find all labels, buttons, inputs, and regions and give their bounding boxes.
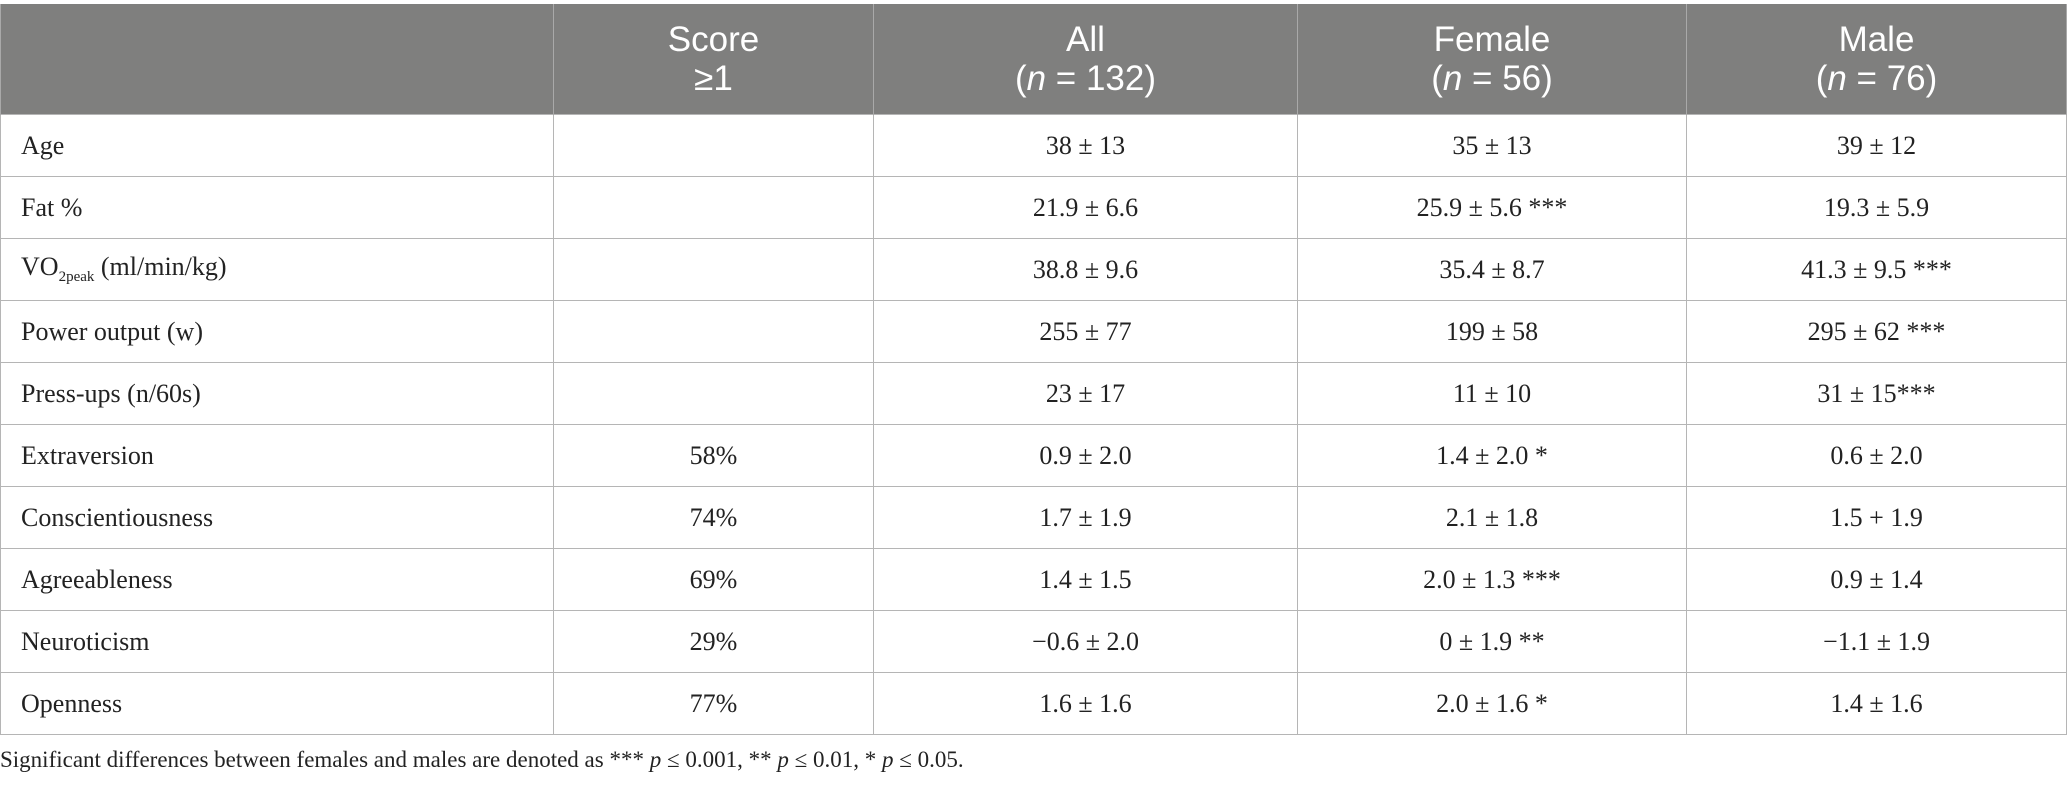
cell-score: 58%	[553, 424, 874, 487]
header-label	[0, 4, 554, 115]
cell-male: 0.9 ± 1.4	[1686, 548, 2067, 611]
row-label: Fat %	[0, 176, 554, 239]
header-male-n: (n = 76)	[1815, 59, 1938, 98]
header-female-n: (n = 56)	[1431, 59, 1553, 98]
header-female-line1: Female	[1433, 20, 1551, 59]
cell-female: 35 ± 13	[1297, 114, 1687, 177]
cell-score	[553, 176, 874, 239]
cell-score	[553, 300, 874, 363]
cell-score	[553, 362, 874, 425]
header-all-line1: All	[1066, 20, 1105, 59]
table-row: Press-ups (n/60s) 23 ± 17 11 ± 10 31 ± 1…	[0, 362, 2067, 425]
table-footnote: Significant differences between females …	[0, 747, 964, 772]
cell-male: 0.6 ± 2.0	[1686, 424, 2067, 487]
results-table: Score ≥1 All (n = 132) Female (n = 56) M…	[0, 4, 2067, 735]
cell-score: 74%	[553, 486, 874, 549]
row-label: Extraversion	[0, 424, 554, 487]
table-row: Fat % 21.9 ± 6.6 25.9 ± 5.6 *** 19.3 ± 5…	[0, 176, 2067, 239]
cell-female: 2.1 ± 1.8	[1297, 486, 1687, 549]
cell-female: 25.9 ± 5.6 ***	[1297, 176, 1687, 239]
header-score-line2: ≥1	[694, 59, 733, 98]
cell-score: 69%	[553, 548, 874, 611]
header-row: Score ≥1 All (n = 132) Female (n = 56) M…	[0, 4, 2067, 115]
row-label: Conscientiousness	[0, 486, 554, 549]
cell-male: 19.3 ± 5.9	[1686, 176, 2067, 239]
cell-male: 31 ± 15***	[1686, 362, 2067, 425]
cell-all: 38 ± 13	[873, 114, 1298, 177]
cell-male: 1.5 + 1.9	[1686, 486, 2067, 549]
cell-male: 295 ± 62 ***	[1686, 300, 2067, 363]
header-female: Female (n = 56)	[1297, 4, 1687, 115]
table-row: VO2peak (ml/min/kg) 38.8 ± 9.6 35.4 ± 8.…	[0, 238, 2067, 301]
cell-female: 199 ± 58	[1297, 300, 1687, 363]
header-male: Male (n = 76)	[1686, 4, 2067, 115]
cell-female: 35.4 ± 8.7	[1297, 238, 1687, 301]
table-row: Age 38 ± 13 35 ± 13 39 ± 12	[0, 114, 2067, 177]
cell-male: −1.1 ± 1.9	[1686, 610, 2067, 673]
header-all: All (n = 132)	[873, 4, 1298, 115]
row-label: Power output (w)	[0, 300, 554, 363]
table-row: Power output (w) 255 ± 77 199 ± 58 295 ±…	[0, 300, 2067, 363]
table-row: Agreeableness 69% 1.4 ± 1.5 2.0 ± 1.3 **…	[0, 548, 2067, 611]
cell-female: 0 ± 1.9 **	[1297, 610, 1687, 673]
cell-all: 38.8 ± 9.6	[873, 238, 1298, 301]
cell-all: −0.6 ± 2.0	[873, 610, 1298, 673]
row-label: Openness	[0, 672, 554, 735]
cell-male: 1.4 ± 1.6	[1686, 672, 2067, 735]
table-row: Openness 77% 1.6 ± 1.6 2.0 ± 1.6 * 1.4 ±…	[0, 672, 2067, 735]
row-label: VO2peak (ml/min/kg)	[0, 238, 554, 301]
cell-score: 77%	[553, 672, 874, 735]
row-label: Neuroticism	[0, 610, 554, 673]
header-score: Score ≥1	[553, 4, 874, 115]
header-all-n: (n = 132)	[1014, 59, 1157, 98]
cell-score: 29%	[553, 610, 874, 673]
cell-female: 2.0 ± 1.3 ***	[1297, 548, 1687, 611]
cell-all: 1.7 ± 1.9	[873, 486, 1298, 549]
cell-all: 23 ± 17	[873, 362, 1298, 425]
header-score-line1: Score	[667, 20, 760, 59]
table-row: Neuroticism 29% −0.6 ± 2.0 0 ± 1.9 ** −1…	[0, 610, 2067, 673]
cell-score	[553, 114, 874, 177]
cell-all: 1.4 ± 1.5	[873, 548, 1298, 611]
row-label: Age	[0, 114, 554, 177]
cell-all: 1.6 ± 1.6	[873, 672, 1298, 735]
cell-all: 255 ± 77	[873, 300, 1298, 363]
cell-all: 0.9 ± 2.0	[873, 424, 1298, 487]
row-label: Press-ups (n/60s)	[0, 362, 554, 425]
header-male-line1: Male	[1838, 20, 1915, 59]
cell-male: 41.3 ± 9.5 ***	[1686, 238, 2067, 301]
table-row: Conscientiousness 74% 1.7 ± 1.9 2.1 ± 1.…	[0, 486, 2067, 549]
cell-score	[553, 238, 874, 301]
row-label: Agreeableness	[0, 548, 554, 611]
cell-female: 1.4 ± 2.0 *	[1297, 424, 1687, 487]
table-row: Extraversion 58% 0.9 ± 2.0 1.4 ± 2.0 * 0…	[0, 424, 2067, 487]
cell-female: 11 ± 10	[1297, 362, 1687, 425]
cell-female: 2.0 ± 1.6 *	[1297, 672, 1687, 735]
cell-male: 39 ± 12	[1686, 114, 2067, 177]
cell-all: 21.9 ± 6.6	[873, 176, 1298, 239]
results-table-container: Score ≥1 All (n = 132) Female (n = 56) M…	[0, 4, 2067, 735]
